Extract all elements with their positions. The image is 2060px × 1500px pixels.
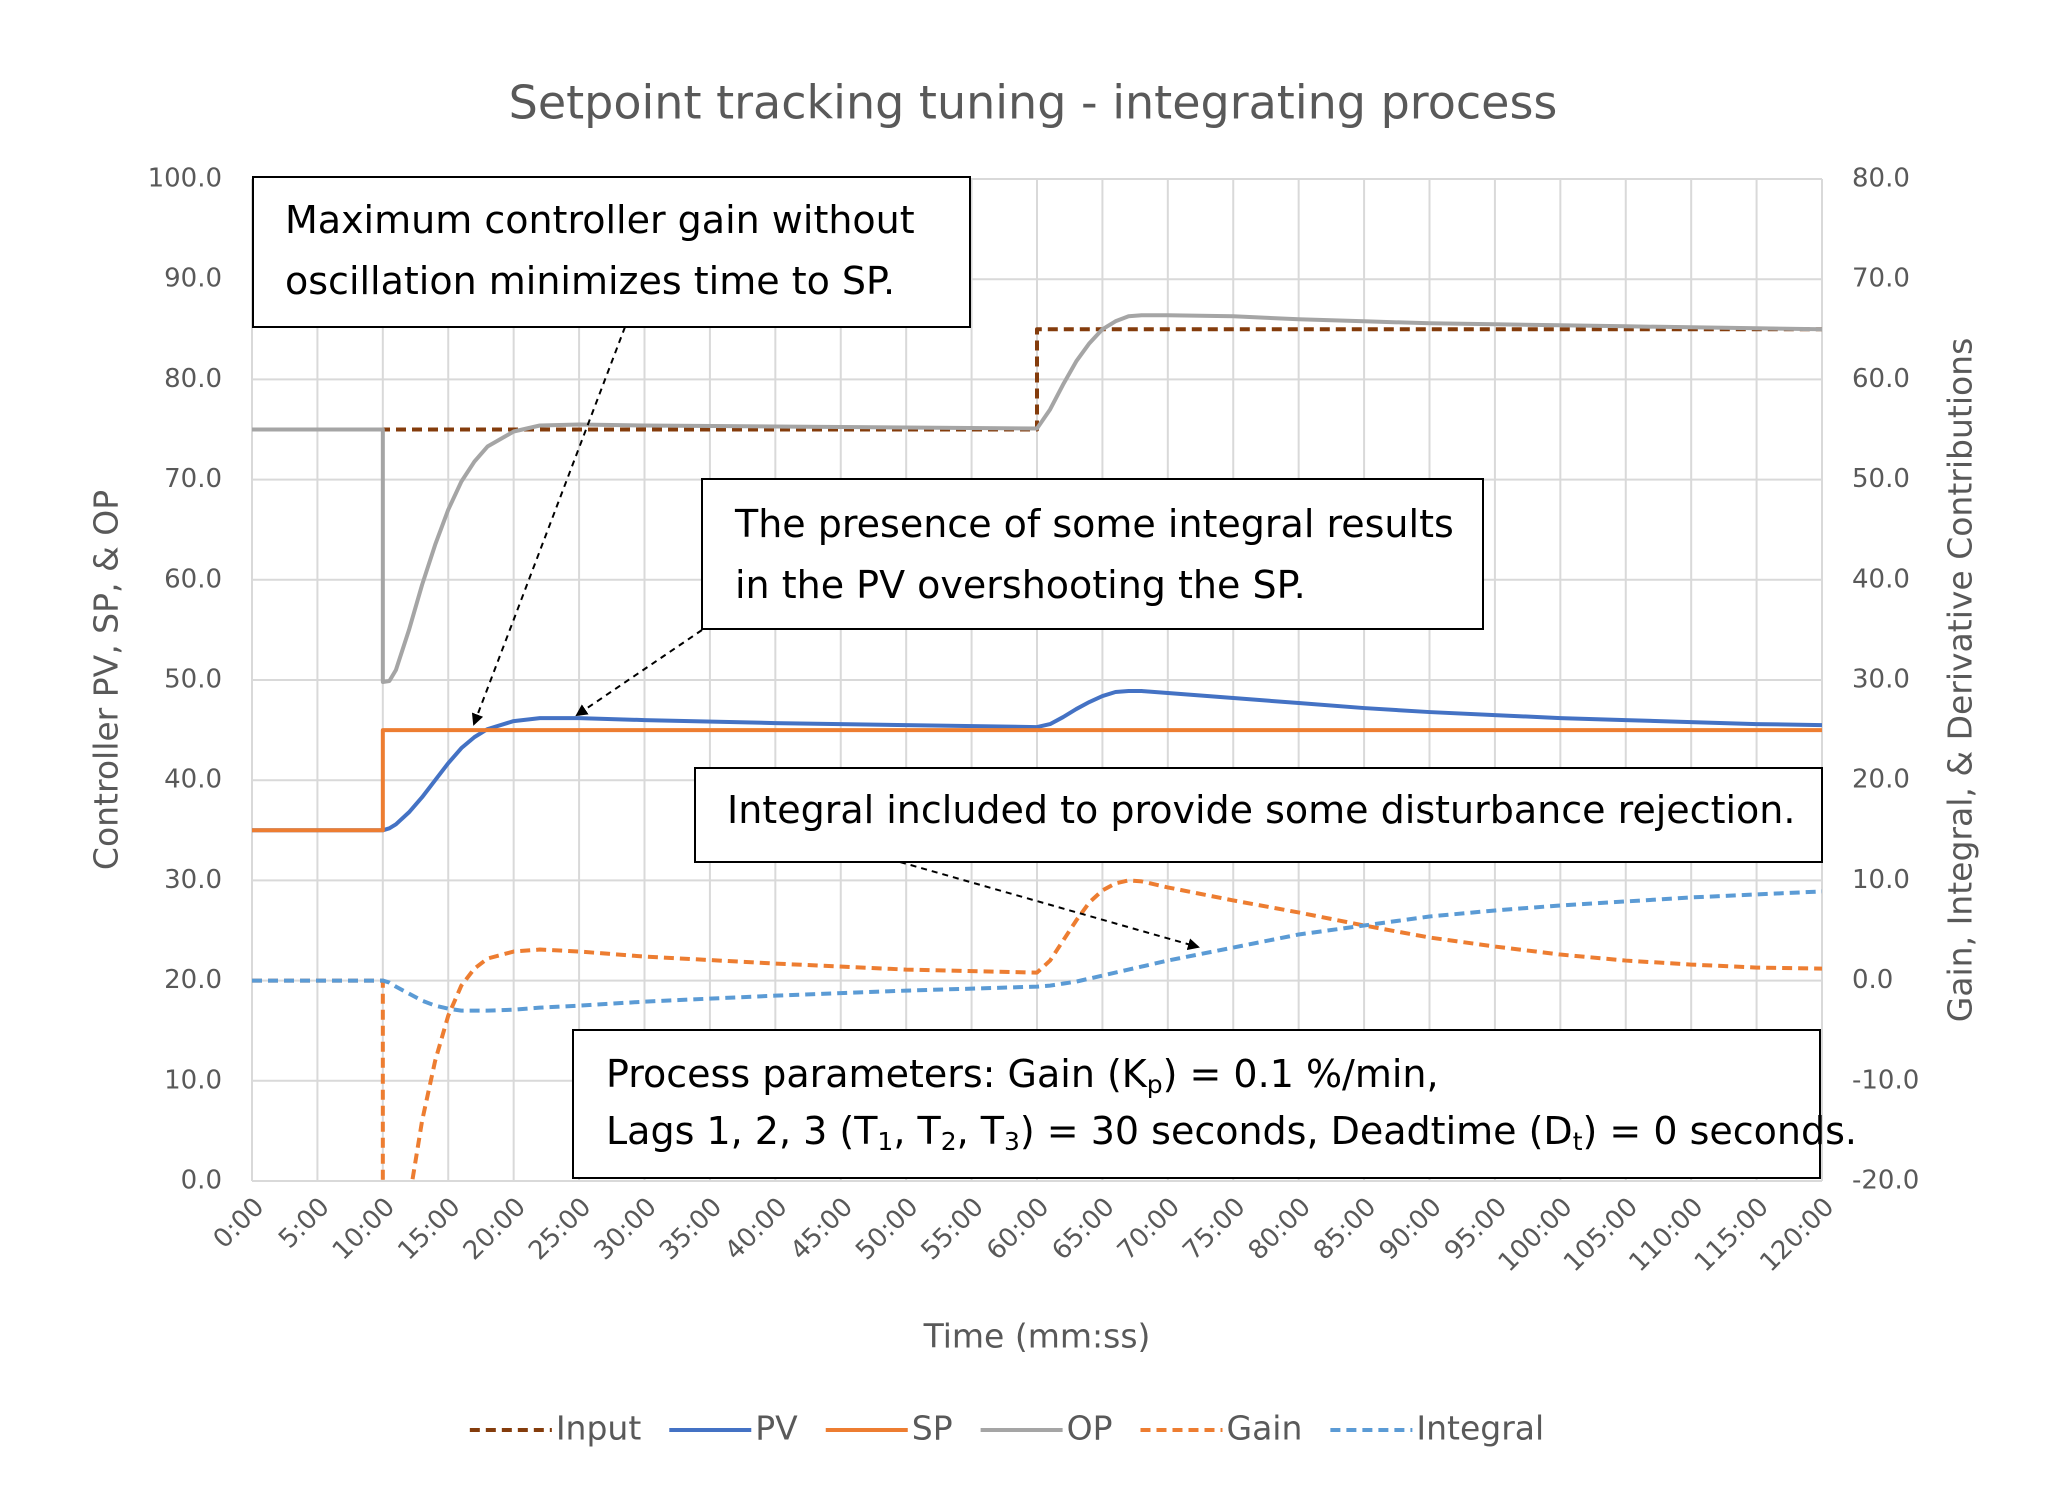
annotation-arrow xyxy=(899,861,1200,951)
annotation-box xyxy=(694,767,1823,863)
annotation-text: Lags 1, 2, 3 (T1, T2, T3) = 30 seconds, … xyxy=(606,1109,1857,1157)
y2-tick-label: -20.0 xyxy=(1852,1166,1919,1196)
annotation-text: Process parameters: Gain (Kp) = 0.1 %/mi… xyxy=(606,1052,1439,1100)
y-axis-title: Controller PV, SP, & OP xyxy=(87,490,126,870)
annotation-text: oscillation minimizes time to SP. xyxy=(285,259,895,303)
series-line xyxy=(252,728,1822,833)
annotation-box xyxy=(572,1029,1821,1179)
annotation-part: Integral included to provide some distur… xyxy=(727,788,1795,832)
y2-tick-label: 80.0 xyxy=(1852,164,1910,194)
annotation-arrow xyxy=(471,326,626,726)
subscript: 2 xyxy=(941,1127,957,1156)
y2-tick-label: 20.0 xyxy=(1852,765,1910,795)
legend-item: PV xyxy=(669,1409,798,1448)
annotation-text: Integral included to provide some distur… xyxy=(727,788,1795,832)
y-tick-label: 20.0 xyxy=(164,965,222,995)
y2-tick-label: 10.0 xyxy=(1852,865,1910,895)
plot-lines xyxy=(252,313,1822,1181)
annotation-part: ) = 0.1 %/min, xyxy=(1163,1052,1439,1096)
annotation-part: ) = 30 seconds, Deadtime (D xyxy=(1020,1109,1573,1153)
subscript: 3 xyxy=(1004,1127,1020,1156)
series-line xyxy=(252,889,1822,1013)
subscript: t xyxy=(1573,1127,1583,1156)
annotation-text: in the PV overshooting the SP. xyxy=(735,563,1306,607)
subscript: 1 xyxy=(877,1127,893,1156)
legend-label: SP xyxy=(912,1409,953,1448)
y-tick-label: 70.0 xyxy=(164,464,222,494)
subscript: p xyxy=(1147,1070,1163,1099)
legend-item: Integral xyxy=(1330,1409,1544,1448)
y2-tick-label: 60.0 xyxy=(1852,364,1910,394)
annotation-part: ) = 0 seconds. xyxy=(1583,1109,1857,1153)
y2-tick-label: -10.0 xyxy=(1852,1065,1919,1095)
y-tick-label: 40.0 xyxy=(164,765,222,795)
annotation-box xyxy=(252,176,971,328)
y-tick-label: 80.0 xyxy=(164,364,222,394)
series-line xyxy=(252,327,1822,432)
series-line xyxy=(252,878,1822,1181)
y2-tick-label: 0.0 xyxy=(1852,965,1893,995)
legend-item: Input xyxy=(469,1409,642,1448)
y-tick-label: 50.0 xyxy=(164,665,222,695)
y2-tick-label: 30.0 xyxy=(1852,665,1910,695)
x-axis-title: Time (mm:ss) xyxy=(923,1317,1151,1356)
annotation-part: , T xyxy=(957,1109,1005,1153)
legend-label: Integral xyxy=(1416,1409,1544,1448)
annotation-part: oscillation minimizes time to SP. xyxy=(285,259,895,303)
series-line xyxy=(252,313,1822,684)
y-tick-label: 30.0 xyxy=(164,865,222,895)
series-line xyxy=(252,689,1822,833)
annotation-text: Maximum controller gain without xyxy=(285,198,915,242)
y-tick-label: 90.0 xyxy=(164,264,222,294)
annotation-arrow xyxy=(575,629,703,717)
y2-tick-label: 50.0 xyxy=(1852,464,1910,494)
y-tick-label: 60.0 xyxy=(164,564,222,594)
legend-item: SP xyxy=(825,1409,953,1448)
legend: Input PV SP OP Gain Integral xyxy=(469,1409,1544,1448)
y2-tick-label: 70.0 xyxy=(1852,264,1910,294)
annotation-part: Lags 1, 2, 3 (T xyxy=(606,1109,878,1153)
annotation-part: The presence of some integral results xyxy=(734,502,1454,546)
annotation-box xyxy=(701,478,1484,630)
annotation-part: , T xyxy=(893,1109,941,1153)
chart-title: Setpoint tracking tuning - integrating p… xyxy=(509,76,1558,130)
y2-axis-title: Gain, Integral, & Derivative Contributio… xyxy=(1941,338,1980,1023)
legend-item: Gain xyxy=(1140,1409,1302,1448)
y-tick-label: 100.0 xyxy=(148,164,222,194)
legend-label: OP xyxy=(1067,1409,1113,1448)
legend-item: OP xyxy=(980,1409,1113,1448)
annotation-part: Process parameters: Gain (K xyxy=(606,1052,1148,1096)
y2-tick-label: 40.0 xyxy=(1852,564,1910,594)
y-tick-label: 0.0 xyxy=(181,1166,222,1196)
legend-label: PV xyxy=(755,1409,798,1448)
annotation-part: Maximum controller gain without xyxy=(285,198,915,242)
annotation-text: The presence of some integral results xyxy=(734,502,1454,546)
legend-label: Gain xyxy=(1226,1409,1302,1448)
y-tick-label: 10.0 xyxy=(164,1065,222,1095)
annotation-part: in the PV overshooting the SP. xyxy=(735,563,1306,607)
annotations: Maximum controller gain without oscillati… xyxy=(252,176,1857,1179)
legend-label: Input xyxy=(556,1409,642,1448)
